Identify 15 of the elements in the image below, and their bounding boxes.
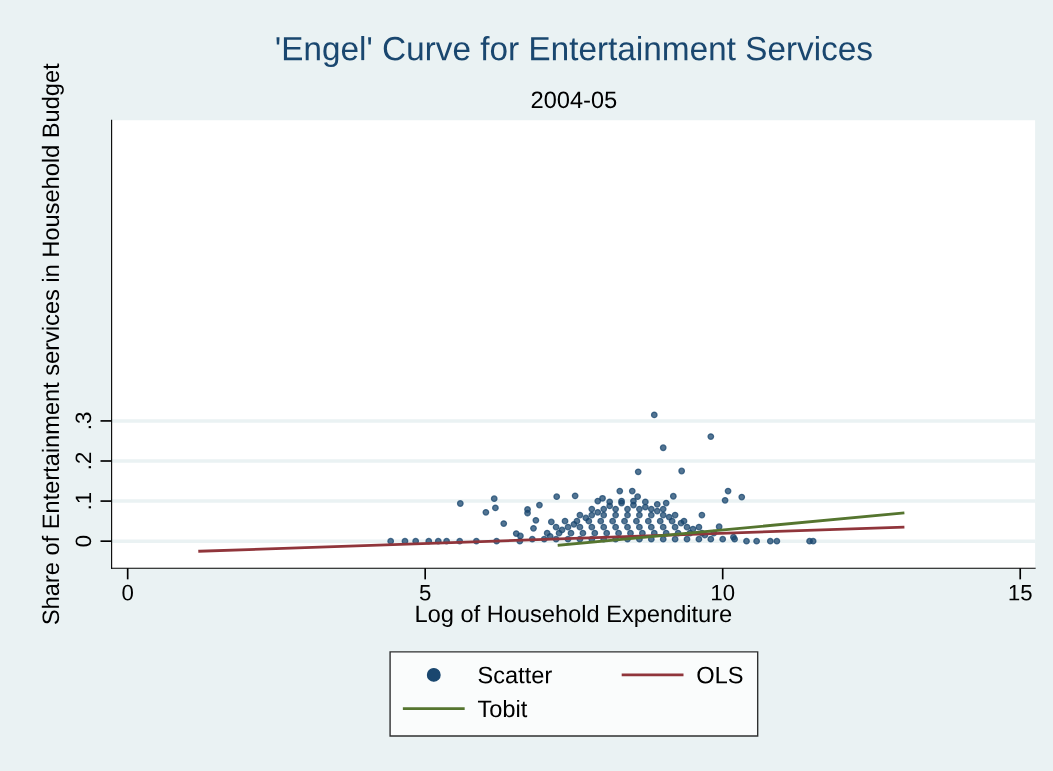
y-tick-label: 0 [75,535,92,547]
legend-label: Scatter [478,666,552,684]
y-axis-title: Share of Entertainment services in Household Budget [41,63,64,625]
legend-label: OLS [697,666,743,684]
legend-label: Tobit [477,699,528,718]
x-tick-label: 15 [1009,585,1032,601]
y-tick-label: .1 [75,492,92,509]
x-tick-label: 5 [419,585,431,601]
x-tick-label: 0 [122,584,133,601]
x-tick-label: 10 [712,584,735,601]
y-tick-label: .2 [75,452,92,469]
x-axis-title: Log of Household Expenditure [416,604,732,627]
chart-subtitle: 2004-05 [531,91,617,109]
chart-title: 'Engel' Curve for Entertainment Services [276,35,872,68]
y-tick-label: .3 [75,412,92,429]
